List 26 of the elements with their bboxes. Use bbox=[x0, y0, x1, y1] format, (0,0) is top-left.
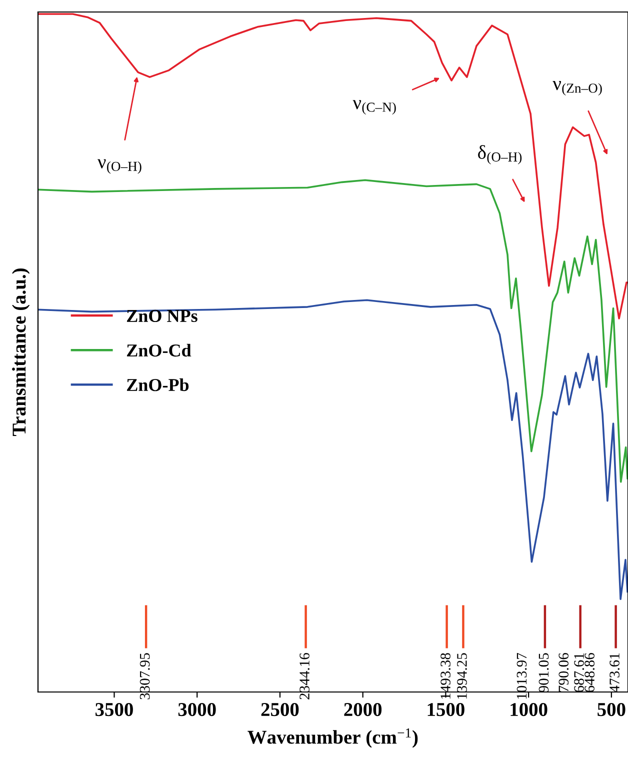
ref-line-label: 1394.25 bbox=[457, 653, 467, 699]
annotation: 1013.97 bbox=[516, 652, 527, 699]
x-tick-label: 3000 bbox=[178, 702, 216, 716]
legend-label: ZnO-Cd bbox=[126, 344, 192, 357]
annotation: δ$_{(O–H)}$ bbox=[478, 145, 522, 164]
ref-line-label: 2344.16 bbox=[300, 652, 310, 700]
x-tick-label: 1000 bbox=[510, 702, 548, 716]
ref-line-label: 901.05 bbox=[538, 653, 549, 692]
y-axis-title: Transmittance (a.u.) bbox=[12, 268, 30, 436]
annotation: ν$_{(Zn–O)}$ bbox=[552, 81, 602, 96]
x-tick-label: 2000 bbox=[344, 702, 382, 716]
annotation: ν$_{(O–H)}$ bbox=[98, 159, 142, 174]
x-tick-label: 500 bbox=[598, 702, 626, 716]
legend-label: ZnO-Pb bbox=[126, 378, 189, 392]
x-tick-label: 1500 bbox=[428, 702, 464, 716]
x-tick-label: 2500 bbox=[261, 702, 299, 716]
ref-line-label: 687.61 bbox=[574, 653, 584, 692]
ref-line-label: 3307.95 bbox=[140, 653, 150, 700]
ref-line-label: 473.61 bbox=[610, 653, 620, 692]
ref-line-label: 1493.38 bbox=[440, 653, 451, 699]
annotation: ν$_{(C–N)}$ bbox=[352, 100, 396, 115]
legend-label: ZnO NPs bbox=[126, 310, 198, 322]
annotation: 790.06 bbox=[558, 652, 569, 692]
annotation: 648.86 bbox=[584, 652, 595, 692]
x-axis-title: Wavenumber (cm$^{−1}$) bbox=[248, 728, 418, 748]
x-tick-label: 3500 bbox=[96, 702, 133, 716]
